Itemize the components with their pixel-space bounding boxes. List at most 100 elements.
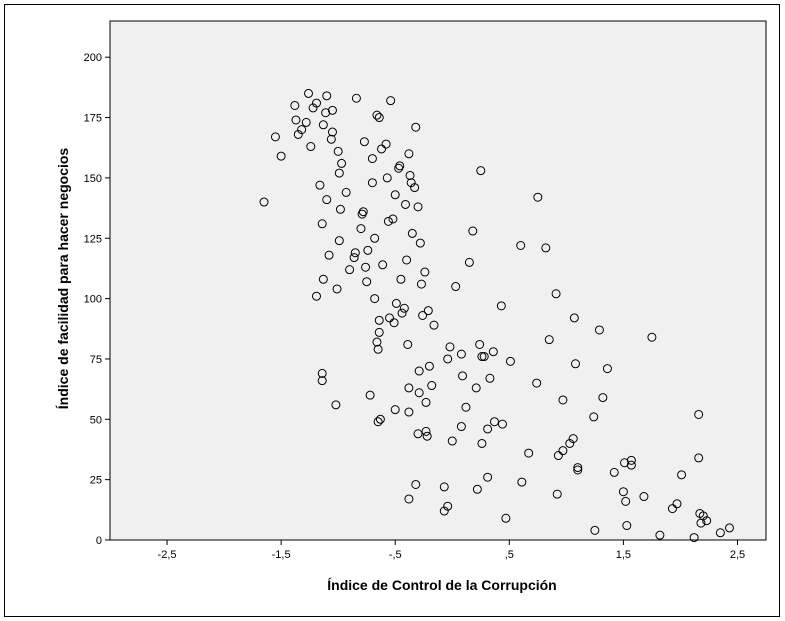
data-point [400,199,410,209]
data-point [418,311,428,321]
data-point [358,207,368,217]
y-tick-label: 150 [84,173,102,185]
data-point [397,308,407,318]
data-point [602,364,612,374]
data-point [468,226,478,236]
data-point [334,236,344,246]
data-point [439,482,449,492]
data-point [689,533,699,543]
data-point [363,245,373,255]
data-point [655,530,665,540]
data-point [318,274,328,284]
data-point [464,257,474,267]
y-tick-label: 125 [84,233,102,245]
data-point [390,405,400,415]
y-tick-label: 75 [90,354,102,366]
data-point [626,455,636,465]
data-point [374,315,384,325]
data-point [558,446,568,456]
data-point [359,137,369,147]
data-point [385,313,395,323]
data-point [421,426,431,436]
data-point [568,434,578,444]
data-point [372,337,382,347]
data-point [373,417,383,427]
data-point [331,400,341,410]
data-point [382,173,392,183]
data-point [356,224,366,234]
data-point [317,376,327,386]
data-point [404,494,414,504]
data-point [291,115,301,125]
data-point [609,467,619,477]
data-point [483,472,493,482]
data-point [404,383,414,393]
data-point [672,499,682,509]
data-point [403,339,413,349]
data-point [497,419,507,429]
data-point [361,262,371,272]
data-point [322,91,332,101]
data-point [423,306,433,316]
data-point [341,187,351,197]
data-point [471,383,481,393]
data-point [489,417,499,427]
data-point [456,422,466,432]
y-tick-label: 100 [84,294,102,306]
data-point [483,424,493,434]
data-point [259,197,269,207]
data-point [362,277,372,287]
data-point [322,195,332,205]
data-point [324,250,334,260]
x-tick-label: 1,5 [616,549,631,561]
data-point [524,448,534,458]
data-point [375,414,385,424]
data-point [702,516,712,526]
data-point [458,371,468,381]
data-point [429,320,439,330]
data-point [472,484,482,494]
data-point [456,349,466,359]
data-point [420,267,430,277]
data-point [381,139,391,149]
data-point [311,98,321,108]
data-point [445,342,455,352]
data-point [270,132,280,142]
data-point [451,282,461,292]
data-point [477,438,487,448]
data-point [551,289,561,299]
x-tick-label: -2,5 [158,549,177,561]
data-point [405,170,415,180]
data-point [647,332,657,342]
data-point [349,253,359,263]
data-point [411,122,421,132]
data-point [345,265,355,275]
data-point [570,359,580,369]
x-tick-label: 2,5 [730,549,745,561]
data-point [351,93,361,103]
data-point [407,228,417,238]
data-point [414,366,424,376]
data-point [501,513,511,523]
data-point [317,219,327,229]
data-point [621,496,631,506]
data-point [553,451,563,461]
data-point [443,501,453,511]
data-point [565,438,575,448]
data-point [389,318,399,328]
y-tick-label: 175 [84,113,102,125]
data-point [290,100,300,110]
data-point [350,248,360,258]
data-point [370,233,380,243]
data-point [544,335,554,345]
data-point [667,504,677,514]
data-point [422,431,432,441]
data-point [327,127,337,137]
data-point [477,352,487,362]
data-point [533,192,543,202]
data-point [317,368,327,378]
x-tick-label: ,5 [505,549,514,561]
data-point [569,313,579,323]
data-point [372,110,382,120]
